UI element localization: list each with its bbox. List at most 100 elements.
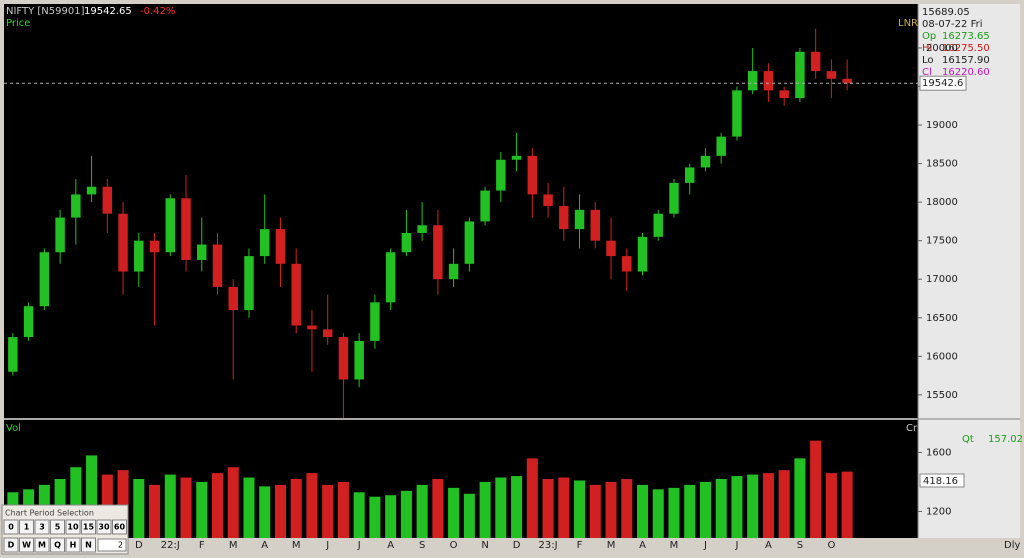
period-button-label[interactable]: N (85, 541, 92, 550)
candle-body (590, 209, 600, 241)
period-button-label[interactable]: 30 (98, 523, 110, 532)
volume-bar (825, 473, 837, 538)
period-button-label[interactable]: 3 (39, 523, 45, 532)
y-tick-label: 16500 (926, 313, 958, 324)
price-label: Price (6, 18, 30, 29)
candle-body (354, 340, 364, 380)
period-button-label[interactable]: 10 (67, 523, 79, 532)
period-button[interactable] (34, 537, 50, 553)
volume-bar (117, 470, 129, 538)
volume-bar (589, 484, 601, 538)
candle-body (732, 90, 742, 137)
x-tick-label: O (450, 540, 458, 551)
volume-bar (369, 496, 381, 538)
volume-bar (747, 474, 759, 538)
x-tick-label: J (325, 540, 329, 551)
period-button-label[interactable]: 60 (114, 523, 126, 532)
change: -0.42% (140, 6, 175, 17)
y-tick-label: 18000 (926, 197, 958, 208)
period-button-label[interactable]: D (8, 541, 15, 550)
candle-body (401, 232, 412, 253)
info-value: 16157.90 (942, 55, 990, 66)
period-button[interactable] (19, 519, 34, 535)
period-button[interactable] (65, 519, 81, 535)
x-tick-label: M (292, 540, 301, 551)
period-button[interactable] (50, 519, 65, 535)
volume-bar (699, 481, 711, 538)
candle-body (527, 155, 538, 195)
volume-bar (762, 473, 774, 538)
period-button-label[interactable]: 5 (55, 523, 61, 532)
period-button[interactable] (3, 537, 19, 553)
volume-bar (463, 493, 475, 538)
candle-body (291, 263, 301, 326)
volume-bar (668, 487, 680, 538)
scale-label: LNR (898, 18, 918, 29)
candle-body (322, 329, 333, 338)
candle-body (622, 256, 632, 272)
period-button[interactable] (81, 537, 96, 553)
candle-body (165, 198, 175, 253)
volume-bar (290, 479, 302, 538)
x-tick-label: J (357, 540, 361, 551)
period-button[interactable] (50, 537, 65, 553)
period-button-label[interactable]: Q (54, 541, 61, 550)
period-button[interactable] (65, 537, 81, 553)
volume-readout-box (919, 473, 965, 488)
volume-bar (526, 458, 538, 538)
period-button[interactable] (81, 519, 96, 535)
candle-body (559, 205, 569, 230)
candle-body (102, 186, 113, 214)
y-tick-label: 17500 (926, 236, 958, 247)
candle-body (338, 337, 349, 380)
info-line: 15689.05 (922, 7, 970, 18)
volume-bar (684, 484, 696, 538)
volume-bar (731, 476, 743, 538)
period-button-label[interactable]: 1 (24, 523, 30, 532)
volume-bar (227, 467, 239, 538)
period-button-label[interactable]: W (22, 541, 31, 550)
candle-body (71, 194, 81, 218)
volume-bar (149, 484, 161, 538)
candle-body (763, 71, 774, 91)
candle-body (653, 213, 663, 237)
volume-bar (574, 480, 586, 538)
x-tick-label: M (607, 540, 616, 551)
candle-body (543, 194, 553, 206)
candle-body (260, 229, 270, 257)
period-button[interactable] (112, 519, 127, 535)
volume-bar (306, 473, 318, 538)
period-button[interactable] (34, 519, 50, 535)
candle-body (370, 302, 380, 341)
period-button[interactable] (19, 537, 34, 553)
candle-body (181, 198, 191, 260)
period-button-label[interactable]: M (38, 541, 46, 550)
candle-body (637, 236, 648, 272)
volume-bar (385, 495, 397, 538)
qty-value: 157.02 (988, 434, 1023, 445)
candle-body (8, 337, 18, 372)
period-button-label[interactable]: H (70, 541, 77, 550)
x-tick-label: M (670, 540, 679, 551)
volume-bar (416, 484, 428, 538)
x-tick-label: A (387, 540, 394, 551)
candle-body (574, 209, 585, 230)
volume-bar (180, 477, 192, 538)
volume-bar (164, 474, 176, 538)
y-tick-label: 15500 (926, 390, 958, 401)
candle-body (385, 252, 396, 303)
volume-unit: Cr (906, 423, 918, 434)
period-input[interactable] (97, 538, 127, 552)
period-button[interactable] (3, 519, 19, 535)
axis-panel (918, 4, 1020, 538)
period-input-value[interactable]: 2 (118, 541, 123, 550)
period-button[interactable] (96, 519, 112, 535)
candle-body (55, 217, 65, 253)
reference-label: 19542.6 (922, 78, 963, 89)
volume-bar (133, 479, 145, 538)
candle-body (39, 252, 50, 307)
period-button-label[interactable]: 0 (8, 523, 14, 532)
period-button-label[interactable]: 15 (83, 523, 95, 532)
volume-bar (274, 484, 286, 538)
